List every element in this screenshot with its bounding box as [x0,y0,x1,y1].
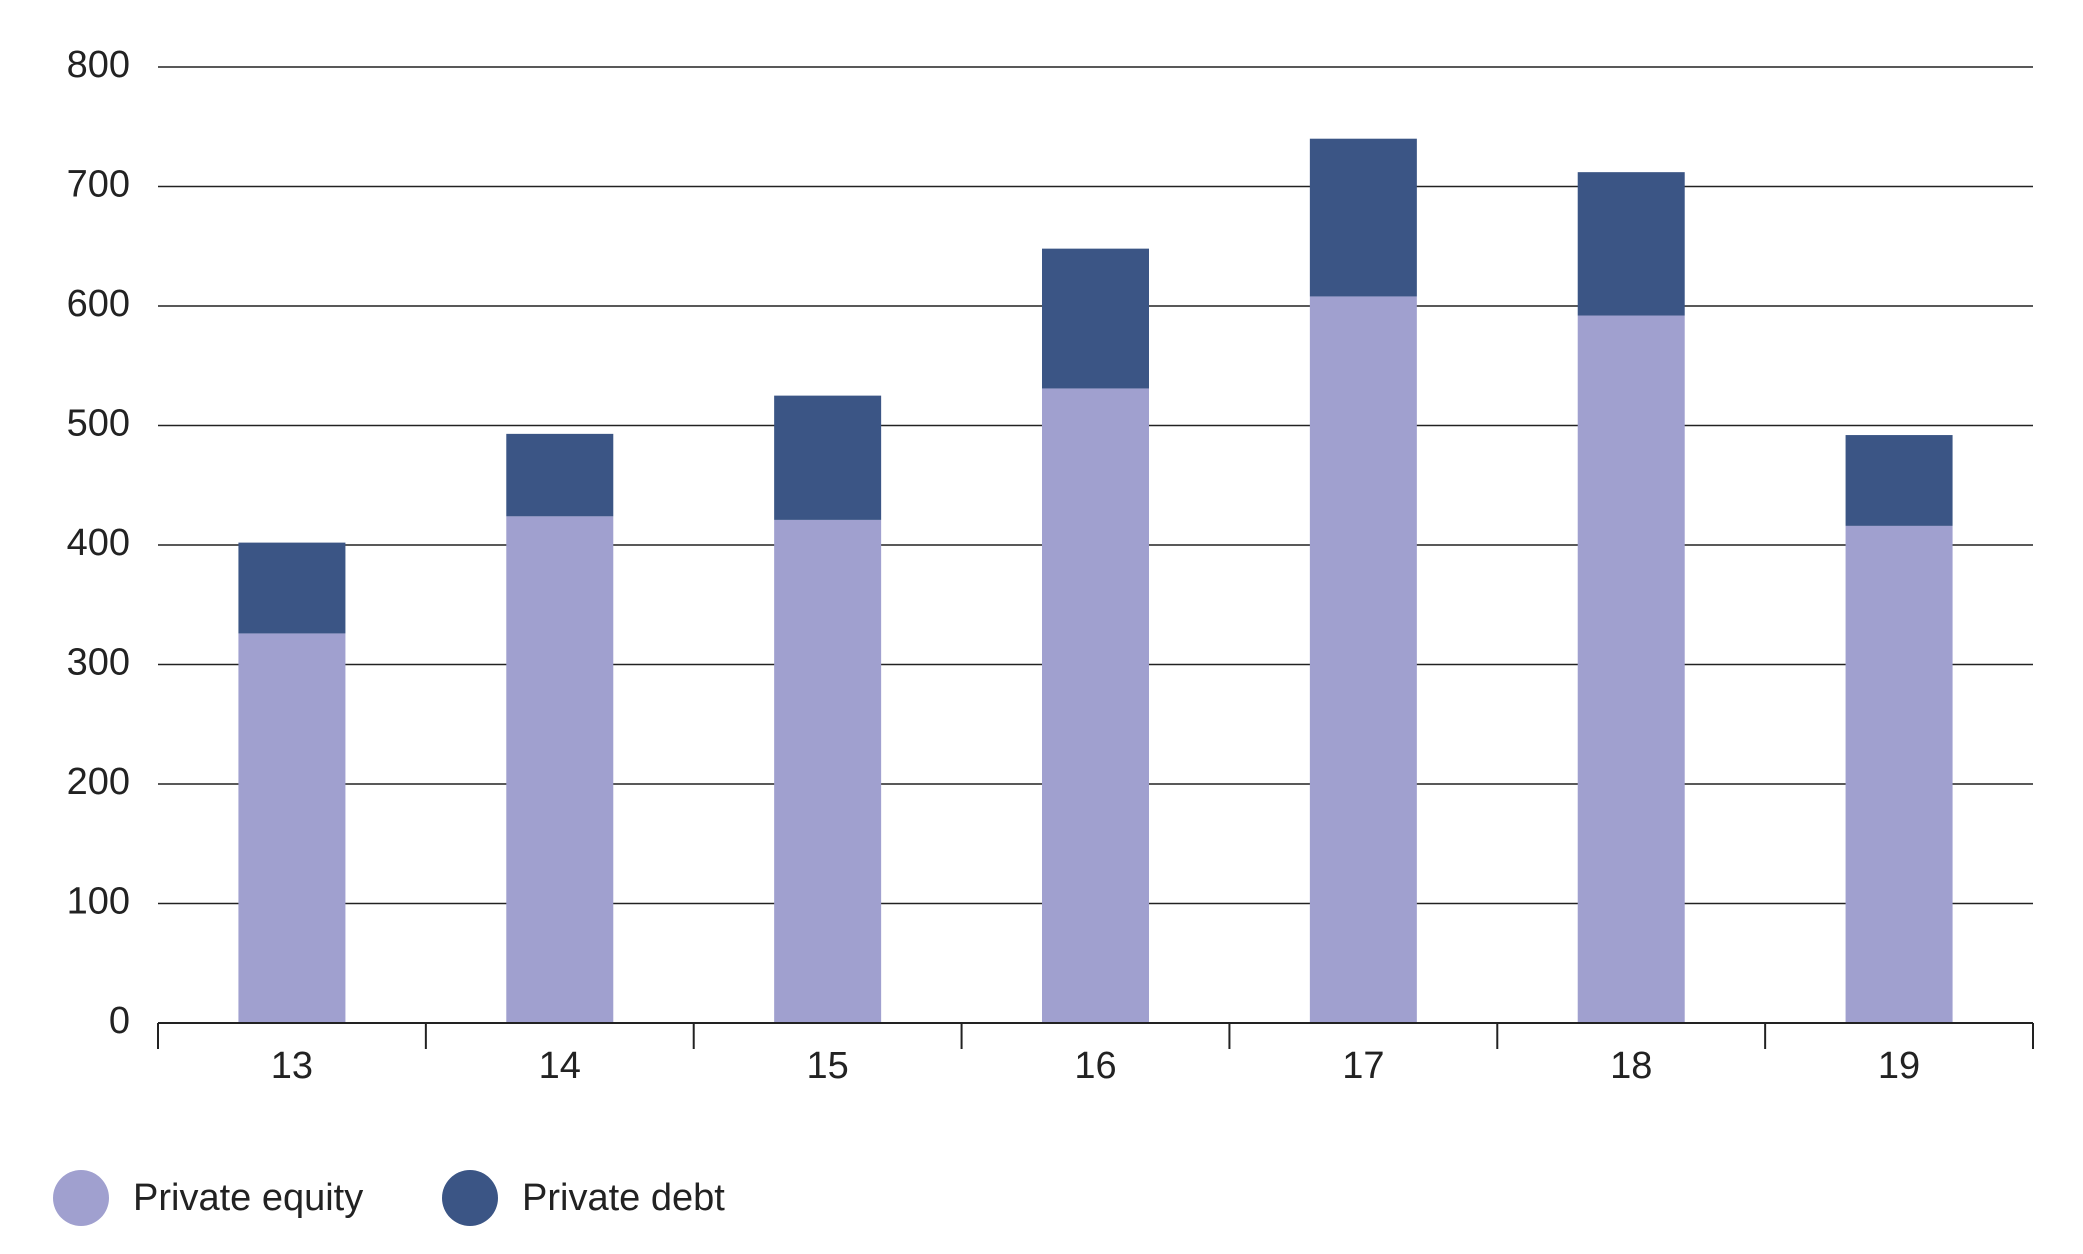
x-tick-label: 17 [1342,1045,1384,1087]
bar-segment [1309,296,1417,1023]
legend-label: Private equity [133,1177,363,1219]
x-tick-label: 16 [1074,1045,1116,1087]
bar-segment [1042,388,1149,1024]
bar-segment [506,433,614,517]
bar-segment [506,516,614,1023]
legend-label: Private debt [522,1177,725,1219]
y-tick-label: 600 [67,283,130,325]
bar-segment [1309,138,1417,297]
legend-marker [53,1170,109,1226]
bar-segment [774,395,882,520]
y-tick-label: 700 [67,164,130,206]
bar-segment [774,519,882,1023]
bar-segment [1042,248,1149,389]
bar-segment [1845,435,1953,526]
bar-segment [1845,525,1953,1023]
y-tick-label: 100 [67,881,130,923]
x-tick-label: 15 [807,1045,849,1087]
y-tick-label: 200 [67,761,130,803]
y-tick-label: 500 [67,403,130,445]
y-tick-label: 800 [67,44,130,86]
y-tick-label: 400 [67,522,130,564]
y-tick-label: 300 [67,642,130,684]
x-tick-label: 14 [539,1045,581,1087]
x-tick-label: 19 [1878,1045,1920,1087]
y-tick-label: 0 [109,1000,130,1042]
legend-marker [442,1170,498,1226]
x-tick-label: 13 [271,1045,313,1087]
bar-segment [1577,172,1685,316]
bar-segment [1577,315,1685,1023]
bar-segment [238,542,346,634]
bar-segment [238,633,346,1023]
x-tick-label: 18 [1610,1045,1652,1087]
